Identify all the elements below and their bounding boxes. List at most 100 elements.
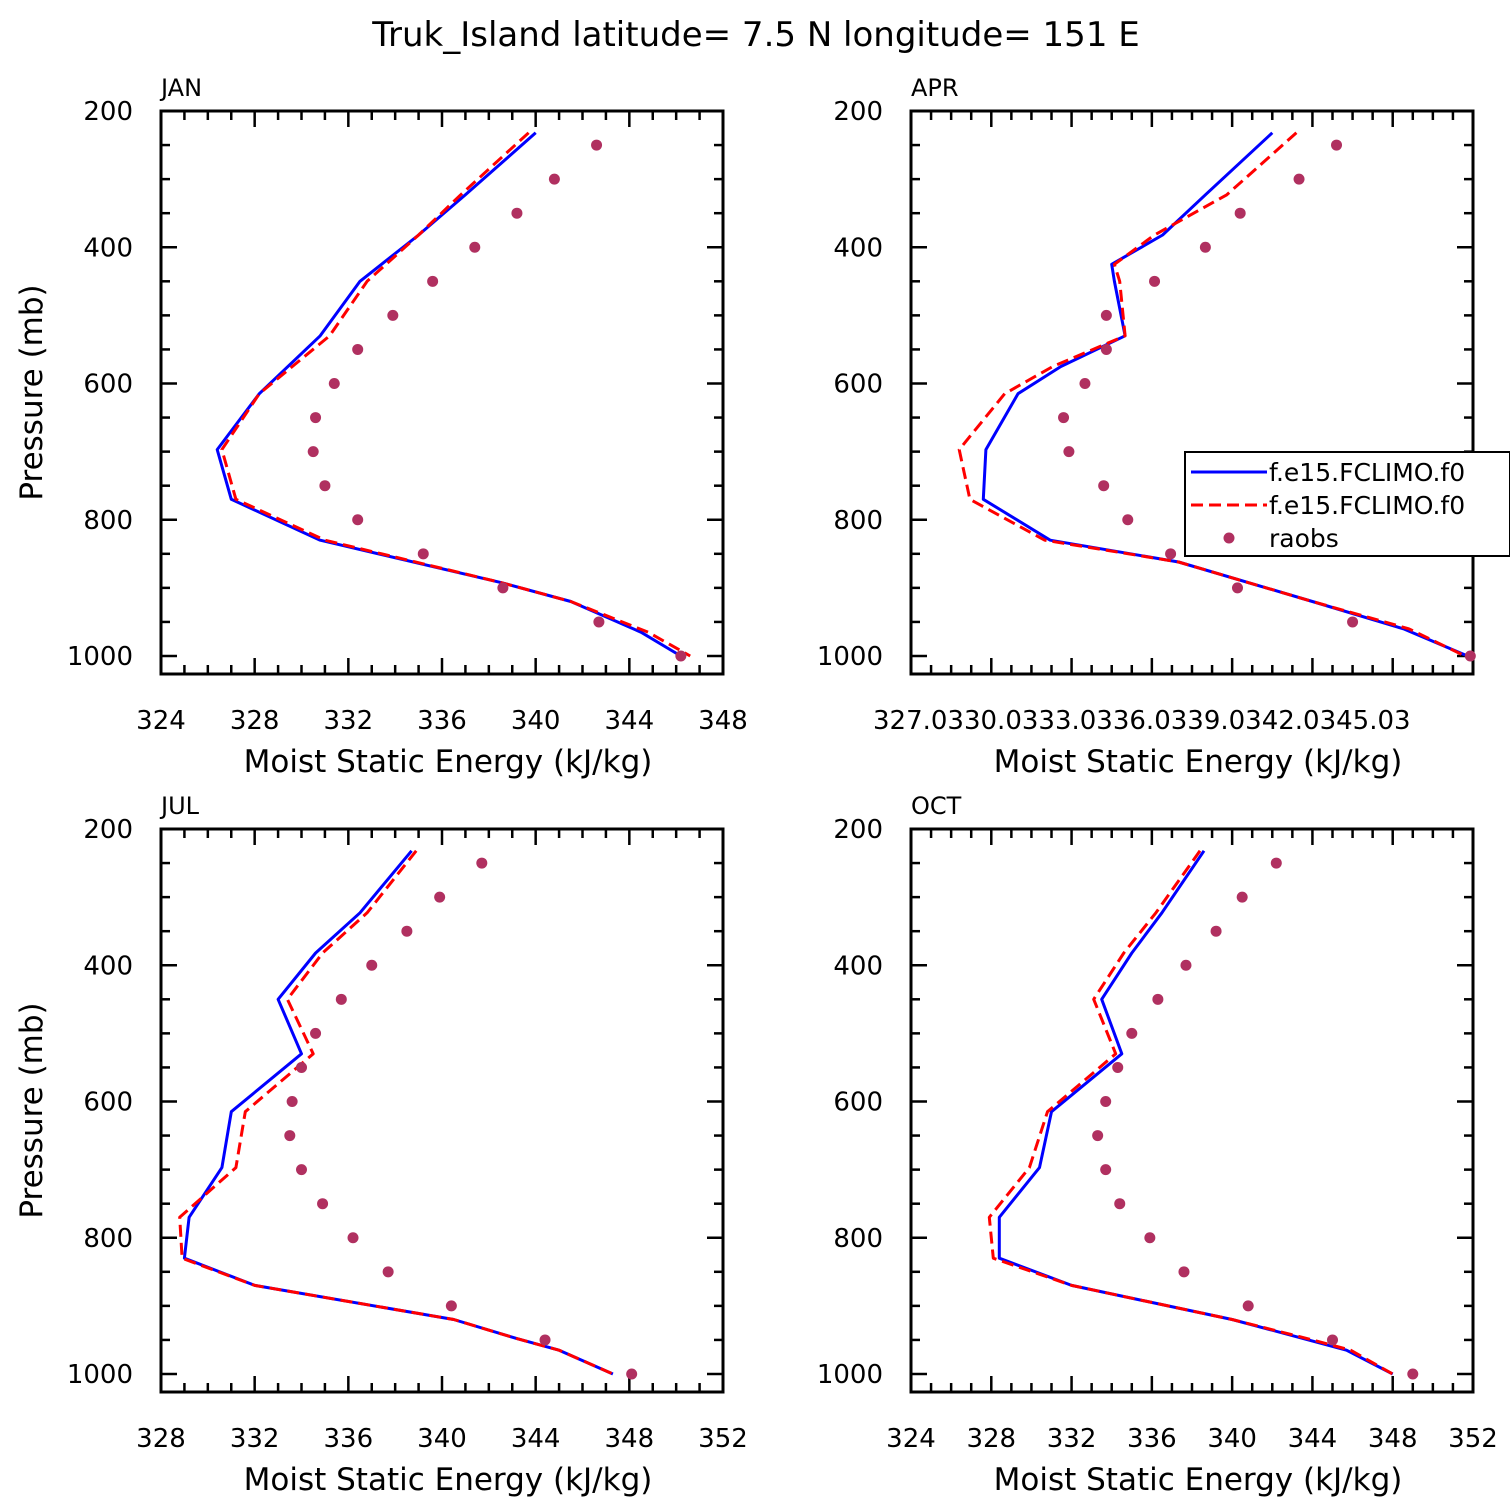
x-tick-label: 344 [511,1424,561,1454]
plot-frame-oct [909,827,1475,1394]
y-tick-label: 1000 [67,1360,133,1390]
raobs-point [366,959,378,971]
x-tick-label: 332 [324,706,374,736]
raobs-point [1100,1164,1112,1176]
y-tick-label: 800 [83,1224,133,1254]
panel-label-jul: JUL [159,792,200,820]
raobs-point [1407,1368,1419,1380]
raobs-point [1178,1266,1190,1278]
y-tick-label: 1000 [817,642,883,672]
raobs-point [328,378,340,389]
panel-label-oct: OCT [911,792,962,820]
raobs-point [387,309,399,321]
y-tick-label: 400 [83,951,133,981]
y-tick-label: 600 [83,370,133,400]
y-tick-label: 1000 [817,1360,883,1390]
raobs-point [317,1198,329,1210]
y-tick-label: 200 [833,97,883,127]
x-tick-label: 328 [136,1424,186,1454]
raobs-point [511,207,523,219]
y-tick-label: 800 [833,506,883,536]
raobs-point [591,139,603,151]
x-axis-title-oct: Moist Static Energy (kJ/kg) [994,1462,1403,1498]
y-axis-title-jul: Pressure (mb) [14,1002,50,1218]
y-tick-label: 200 [83,815,133,845]
raobs-point [1079,378,1091,389]
panel-jul: JUL 200 400 600 800 1000 328 332 336 340 344 348 352… [14,792,748,1498]
model-line-solid [997,849,1394,1376]
y-tick-label: 400 [83,233,133,263]
raobs-point [1199,241,1211,253]
x-tick-label: 336 [417,706,467,736]
raobs-point [1144,1232,1156,1244]
y-tick-label: 400 [833,233,883,263]
raobs-point [307,446,319,458]
x-tick-label: 348 [1368,1424,1418,1454]
raobs-point [1092,1130,1104,1142]
raobs-point [1242,1300,1254,1312]
legend-label: raobs [1269,524,1339,553]
raobs-point [352,343,364,355]
raobs-point [1098,480,1110,492]
x-tick-label: 332 [230,1424,280,1454]
model-line-dashed [178,849,614,1376]
figure-title: Truk_Island latitude= 7.5 N longitude= 1… [371,15,1140,55]
raobs-point [1210,925,1222,937]
raobs-point [296,1164,307,1176]
raobs-point [352,514,364,526]
model-line-dashed [987,849,1394,1376]
x-tick-label: 340 [1207,1424,1257,1454]
model-line-solid [182,849,614,1376]
legend-box [1184,451,1510,557]
x-tick-label: 348 [605,1424,655,1454]
raobs-point [626,1368,638,1380]
y-tick-label: 400 [833,951,883,981]
raobs-point [469,241,481,253]
y-tick-label: 600 [833,1088,883,1118]
raobs-point [296,1061,307,1073]
x-tick-label: 344 [605,706,655,736]
x-tick-label: 336 [1127,1424,1177,1454]
raobs-point [675,650,687,662]
x-tick-label: 340 [417,1424,467,1454]
legend-label: f.e15.FCLIMO.f0 [1269,491,1465,520]
raobs-point [1327,1334,1338,1346]
raobs-point [1234,207,1246,219]
x-tick-label: 340 [511,706,561,736]
raobs-point [1152,993,1164,1005]
raobs-point [1347,616,1359,628]
raobs-point [319,480,331,492]
raobs-point [1293,173,1305,185]
raobs-point [1122,514,1134,526]
raobs-point [401,925,413,937]
raobs-point [548,173,560,185]
model-line-solid [215,131,682,658]
panel-label-apr: APR [911,74,959,102]
raobs-point [593,616,605,628]
x-tick-label: 328 [966,1424,1016,1454]
raobs-point [1464,650,1476,662]
y-tick-label: 800 [833,1224,883,1254]
raobs-point [476,857,488,869]
raobs-point [497,582,509,594]
x-tick-label: 352 [698,1424,748,1454]
x-axis-title-apr: Moist Static Energy (kJ/kg) [994,744,1403,780]
y-tick-label: 1000 [67,642,133,672]
y-axis-title-jan: Pressure (mb) [14,284,50,500]
plot-frame-jan [159,109,725,676]
raobs-point [1100,343,1112,355]
raobs-point [1112,1061,1124,1073]
panels: JAN 200 400 600 800 1000 324 328 332 336 340 344 348… [14,74,1510,1498]
raobs-point [1058,412,1070,424]
x-axis-title-jan: Moist Static Energy (kJ/kg) [244,744,653,780]
raobs-point [382,1266,394,1278]
raobs-point [1114,1198,1126,1210]
raobs-point [310,412,322,424]
x-axis-title-jul: Moist Static Energy (kJ/kg) [244,1462,653,1498]
panel-oct: OCT 200 400 600 800 1000 324 328 332 336 340 344 348… [817,792,1498,1498]
y-tick-label: 600 [83,1088,133,1118]
raobs-point [1236,891,1248,903]
x-tick-label: 348 [698,706,748,736]
raobs-point [286,1096,298,1107]
model-line-dashed [957,131,1466,658]
